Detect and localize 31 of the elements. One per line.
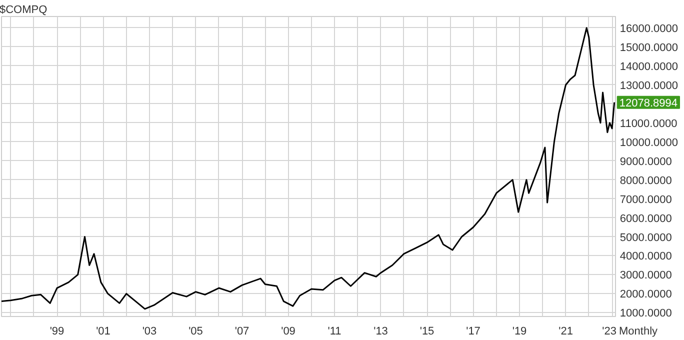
x-tick-label: '13: [374, 326, 388, 338]
annotation: 12078.8994: [619, 97, 678, 110]
x-tick-label: '15: [420, 326, 434, 338]
y-tick-label: 2000.0000: [620, 288, 672, 301]
x-tick-label: '03: [142, 326, 157, 338]
y-tick-label: 13000.0000: [620, 80, 678, 92]
y-tick-label: 3000.0000: [620, 270, 672, 282]
x-tick-label: '23: [602, 326, 617, 338]
x-tick-label: '09: [281, 326, 296, 338]
x-tick-label: '11: [328, 326, 342, 338]
y-tick-label: 16000.0000: [620, 22, 678, 35]
x-tick-label: '21: [558, 326, 573, 338]
y-tick-label: 10000.0000: [620, 136, 678, 149]
y-tick-label: 11000.0000: [620, 118, 678, 130]
y-tick-label: 6000.0000: [620, 212, 672, 225]
x-tick-label: '01: [96, 326, 110, 338]
y-tick-label: 1000.0000: [620, 308, 672, 320]
x-tick-label: '17: [466, 326, 480, 338]
y-tick-label: 15000.0000: [620, 42, 678, 54]
text: Monthly: [619, 326, 658, 338]
y-tick-label: 8000.0000: [620, 174, 672, 187]
x-tick-label: '19: [512, 326, 527, 338]
y-tick-label: 5000.0000: [620, 232, 672, 244]
x-tick-label: '99: [50, 326, 64, 338]
x-tick-label: '05: [188, 326, 203, 338]
line-series: [2, 27, 616, 310]
y-tick-label: 4000.0000: [620, 250, 672, 263]
x-tick-label: '07: [234, 326, 250, 338]
y-tick-label: 9000.0000: [620, 156, 672, 168]
y-tick-label: 7000.0000: [620, 194, 672, 206]
y-tick-label: 14000.0000: [620, 60, 678, 73]
